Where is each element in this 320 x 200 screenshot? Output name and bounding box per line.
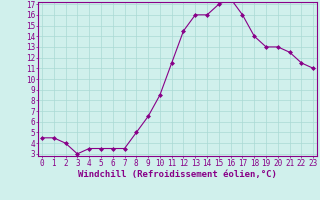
X-axis label: Windchill (Refroidissement éolien,°C): Windchill (Refroidissement éolien,°C) — [78, 170, 277, 179]
